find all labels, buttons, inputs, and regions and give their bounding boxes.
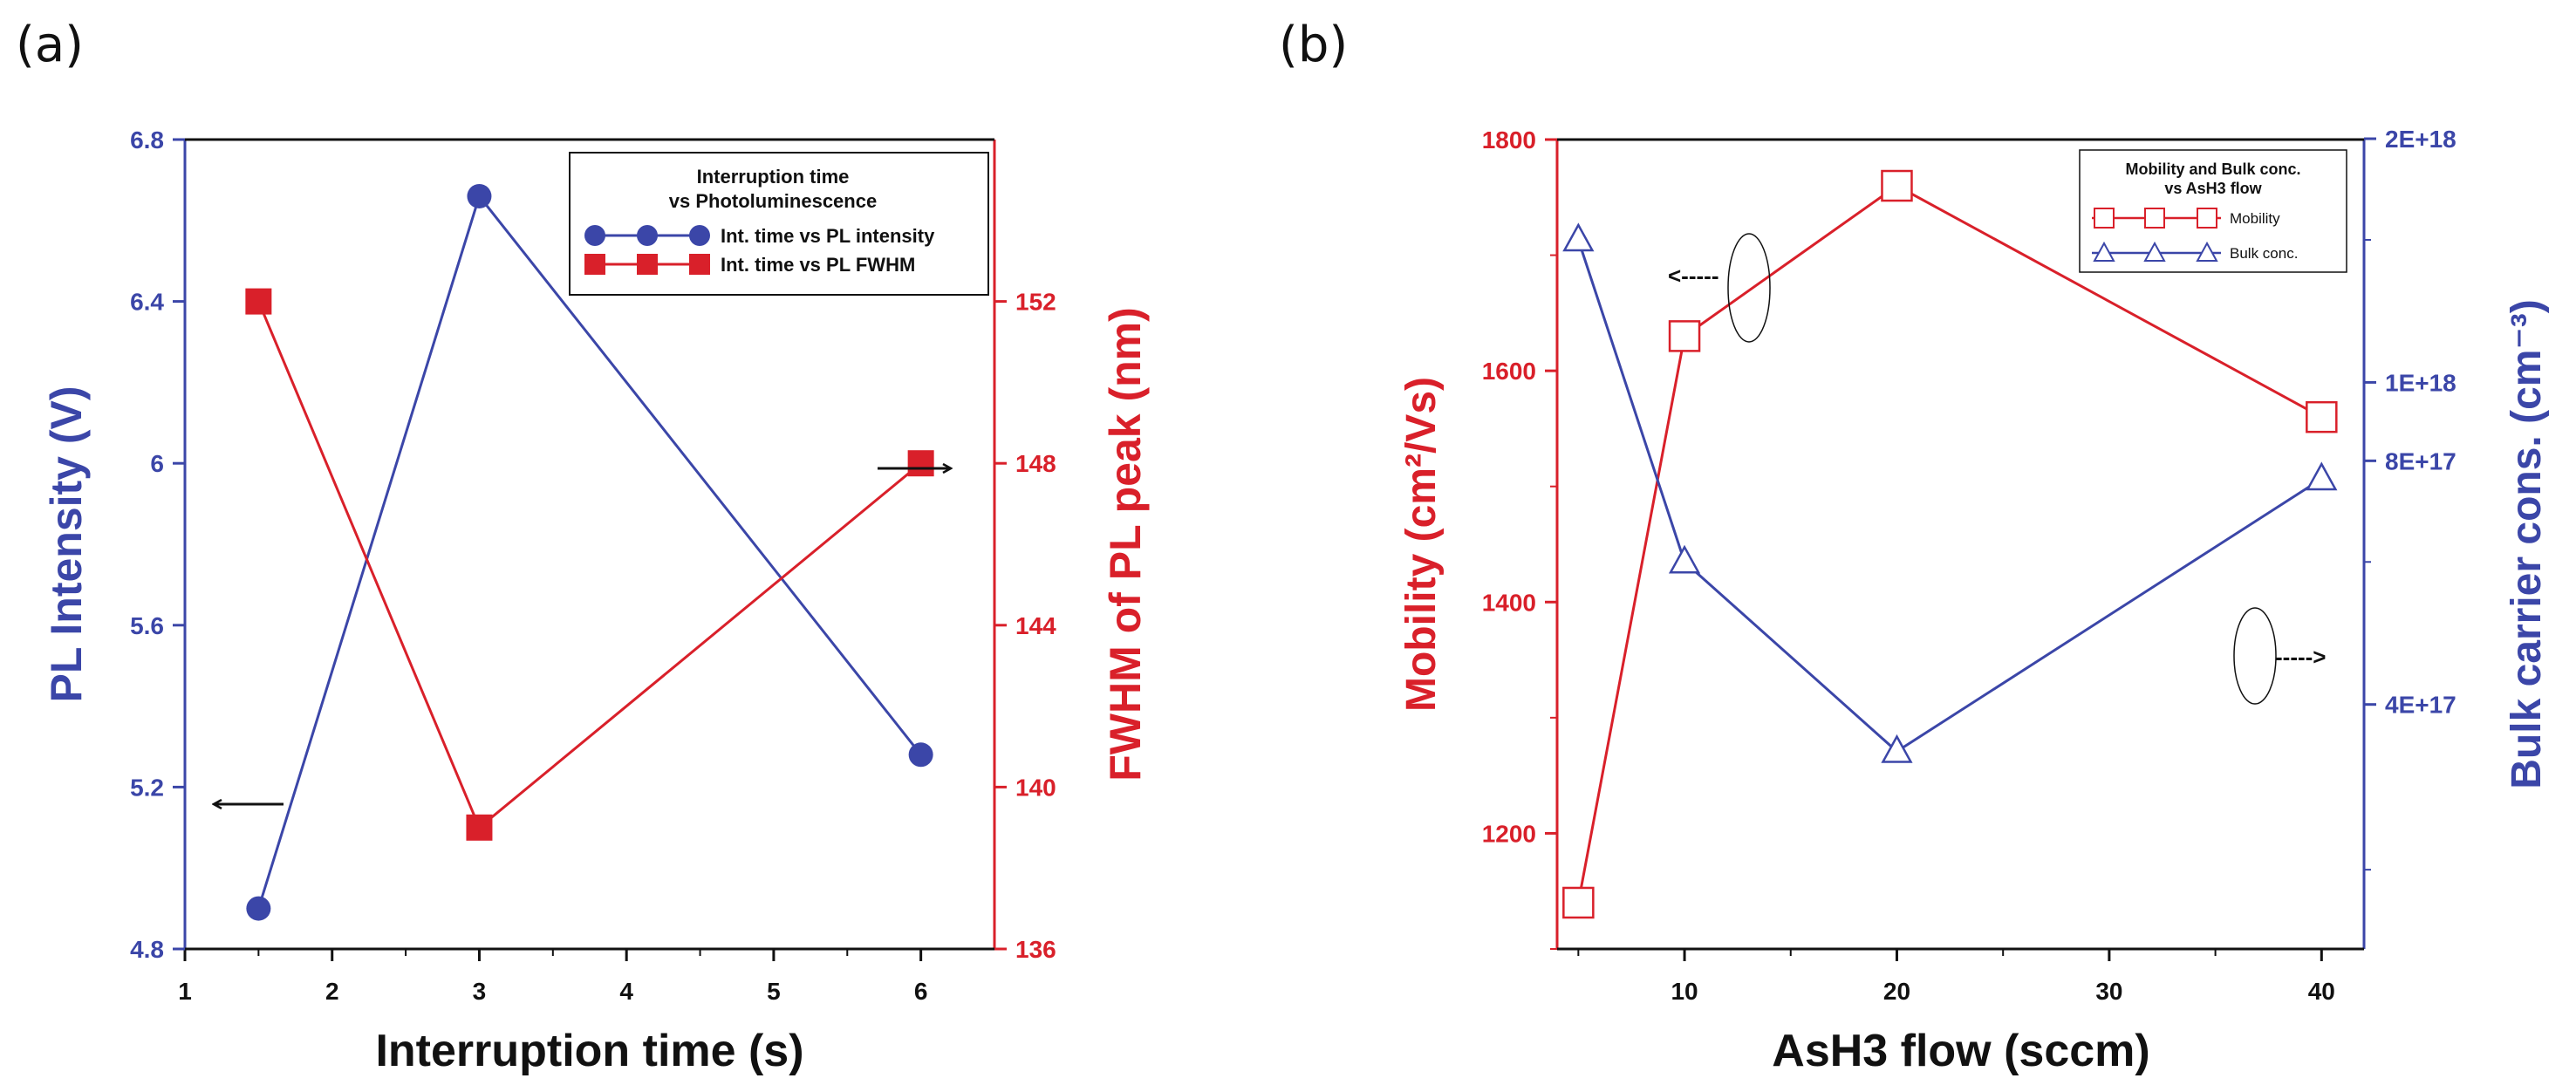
panel-a-right-tick-label: 144 <box>1015 612 1056 639</box>
panel-a-series-line <box>256 193 922 910</box>
panel-a-x-tick-label: 4 <box>619 978 633 1005</box>
panel-a-legend-label: Int. time vs PL intensity <box>721 225 935 247</box>
panel-a-axes-frame <box>183 138 996 951</box>
panel-a-x-tick-label: 1 <box>178 978 192 1005</box>
panel-b-left-tick-label: 1400 <box>1482 589 1536 616</box>
panel-a-x-ticks: 1 2 3 4 5 6 <box>178 949 927 1005</box>
panel-a-legend-label: Int. time vs PL FWHM <box>721 254 915 276</box>
panel-b-data-point <box>1562 886 1595 919</box>
panel-b-right-tick-label: 8E+17 <box>2385 447 2456 474</box>
panel-b-legend: Mobility and Bulk conc. vs AsH3 flow Mob… <box>2079 149 2347 273</box>
panel-b-x-tick-label: 30 <box>2095 978 2122 1005</box>
panel-a-x-tick-label: 5 <box>767 978 781 1005</box>
panel-a-right-tick-label: 152 <box>1015 289 1056 316</box>
panel-b-x-tick-label: 20 <box>1883 978 1910 1005</box>
panel-b-right-tick-label: 2E+18 <box>2385 126 2456 153</box>
panel-b-series-line <box>1576 184 2323 904</box>
panel-b-legend-entries: Mobility Bulk conc. <box>2092 208 2298 262</box>
panel-a-legend-title-1: Interruption time <box>697 166 850 188</box>
panel-b-data-point <box>1668 544 1701 574</box>
panel-a-label: (a) <box>16 17 84 73</box>
panel-a-right-ticks: 136 140 144 148 152 <box>994 289 1056 963</box>
panel-b-label: (b) <box>1279 17 1348 73</box>
panel-b-legend-marker <box>2196 241 2218 262</box>
panel-a-data-point <box>908 742 933 768</box>
panel-b-right-axis-title: Bulk carrier cons. (cm⁻³) <box>2504 299 2550 789</box>
panel-a-legend-title-2: vs Photoluminescence <box>669 190 877 212</box>
panel-a-data-point <box>907 450 934 477</box>
panel-b-right-ticks: 4E+17 8E+17 1E+18 2E+18 <box>2364 126 2456 871</box>
panel-a-legend-marker <box>637 225 658 246</box>
panel-a-right-tick-label: 136 <box>1015 936 1056 963</box>
panel-b-x-tick-label: 40 <box>2308 978 2335 1005</box>
panel-b-data-point <box>1881 734 1913 763</box>
panel-a: (a) 1 2 3 4 5 6 4.8 5.2 5.6 6 6.4 6.8 136 140 144 148… <box>16 17 1150 1076</box>
panel-b-legend-marker <box>2094 208 2115 229</box>
panel-b-data-point <box>1562 222 1595 252</box>
panel-b-series <box>1562 169 2338 919</box>
panel-a-legend-marker <box>584 254 605 275</box>
panel-a-legend-marker <box>584 225 605 246</box>
panel-b-left-tick-label: 1800 <box>1482 126 1536 154</box>
panel-b-mobility-ellipse <box>1727 233 1771 343</box>
panel-a-left-tick-label: 5.6 <box>130 612 164 639</box>
panel-b-right-tick-label: 1E+18 <box>2385 369 2456 396</box>
panel-b-legend-title-2: vs AsH3 flow <box>2164 180 2262 197</box>
panel-b-x-ticks: 10 20 30 40 <box>1577 949 2335 1005</box>
panel-b-axes-frame <box>1555 138 2366 951</box>
panel-a-data-point <box>466 814 493 841</box>
panel-b: (b) 10 20 30 40 1200 1400 1600 1800 4E+17 8E+17… <box>1279 17 2550 1076</box>
panel-b-left-ticks: 1200 1400 1600 1800 <box>1482 126 1557 950</box>
panel-a-right-tick-label: 140 <box>1015 774 1056 801</box>
panel-b-right-tick-label: 4E+17 <box>2385 692 2456 719</box>
panel-b-series-line <box>1576 239 2323 754</box>
panel-a-right-axis-title: FWHM of PL peak (nm) <box>1101 307 1150 781</box>
panel-a-left-axis-title: PL Intensity (V) <box>42 386 91 702</box>
panel-b-left-tick-label: 1200 <box>1482 820 1536 847</box>
panel-a-left-ticks: 4.8 5.2 5.6 6 6.4 6.8 <box>130 126 185 963</box>
panel-a-series <box>245 183 934 921</box>
panel-a-x-tick-label: 2 <box>325 978 339 1005</box>
panel-a-legend-marker <box>689 225 710 246</box>
panel-b-data-point <box>2306 461 2338 491</box>
panel-a-left-tick-label: 6 <box>150 450 164 477</box>
panel-b-bulk-ellipse <box>2233 607 2277 705</box>
panel-b-legend-marker <box>2143 241 2166 262</box>
panel-a-legend-marker <box>689 254 710 275</box>
panel-a-left-tick-label: 6.4 <box>130 289 164 316</box>
panel-b-left-tick-label: 1600 <box>1482 358 1536 385</box>
panel-a-left-tick-label: 5.2 <box>130 774 164 801</box>
panel-a-left-tick-label: 6.8 <box>130 126 164 154</box>
panel-a-right-tick-label: 148 <box>1015 450 1056 477</box>
panel-b-legend-label: Mobility <box>2230 210 2280 227</box>
panel-a-legend-marker <box>637 254 658 275</box>
panel-a-series-line <box>256 301 922 830</box>
panel-a-x-tick-label: 3 <box>473 978 487 1005</box>
panel-b-x-tick-label: 10 <box>1671 978 1698 1005</box>
panel-b-data-point <box>1668 320 1701 352</box>
panel-b-legend-marker <box>2197 208 2217 229</box>
panel-a-legend-entries: Int. time vs PL intensity Int. time vs PL… <box>584 225 935 276</box>
panel-b-data-point <box>2306 400 2338 433</box>
panel-b-legend-title-1: Mobility and Bulk conc. <box>2125 160 2300 178</box>
panel-a-data-point <box>467 183 492 208</box>
panel-a-x-axis-title: Interruption time (s) <box>375 1026 803 1076</box>
panel-b-right-annotation: -----> <box>2275 644 2326 670</box>
panel-b-legend-marker <box>2093 241 2115 262</box>
panel-b-left-axis-title: Mobility (cm²/Vs) <box>1398 377 1445 712</box>
panel-a-x-tick-label: 6 <box>914 978 928 1005</box>
panel-a-legend: Interruption time vs Photoluminescence I… <box>569 152 989 296</box>
panel-b-legend-label: Bulk conc. <box>2230 245 2298 262</box>
panel-b-x-axis-title: AsH3 flow (sccm) <box>1772 1026 2149 1076</box>
panel-b-legend-marker <box>2144 208 2165 229</box>
panel-a-data-point <box>246 896 271 921</box>
panel-b-left-annotation: <----- <box>1668 263 1718 289</box>
panel-b-data-point <box>1881 169 1913 202</box>
panel-a-left-tick-label: 4.8 <box>130 936 164 963</box>
panel-a-data-point <box>245 288 272 315</box>
